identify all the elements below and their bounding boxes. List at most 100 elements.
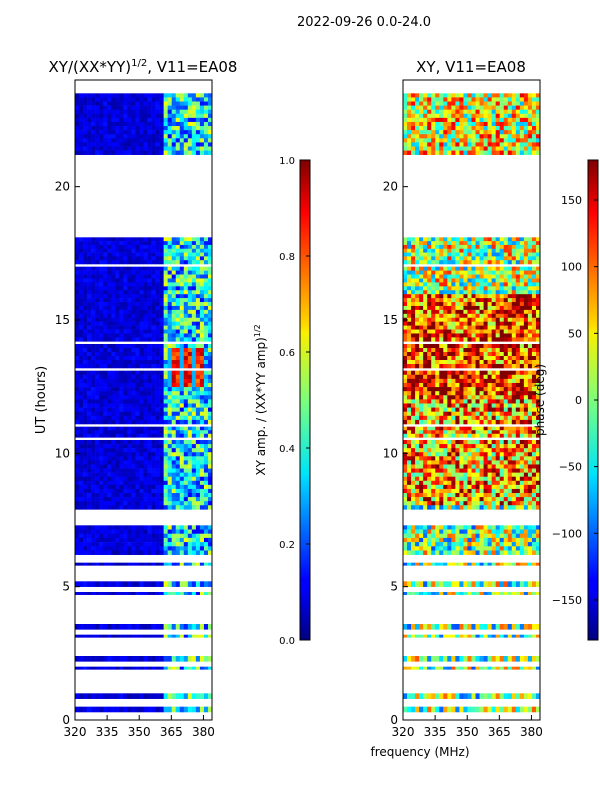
heatmap-cell [459,634,464,638]
heatmap-cell [87,426,92,431]
heatmap-cell [167,337,173,342]
heatmap-cell [95,426,100,431]
heatmap-cell [91,374,96,380]
heatmap-cell [187,537,193,543]
heatmap-cell [499,476,505,482]
heatmap-cell [507,488,513,494]
heatmap-cell [475,525,480,530]
heatmap-cell [183,321,189,326]
heatmap-cell [75,93,80,98]
heatmap-cell [447,407,452,412]
heatmap-cell [87,256,92,261]
heatmap-cell [91,278,96,283]
heatmap-cell [91,426,96,431]
heatmap-cell [91,364,96,369]
heatmap-cell [75,411,80,417]
heatmap-cell [167,266,173,271]
heatmap-cell [475,480,480,486]
heatmap-cell [523,456,529,461]
heatmap-cell [99,419,104,425]
heatmap-cell [415,411,420,417]
heatmap-cell [439,505,444,510]
heatmap-cell [527,370,533,376]
heatmap-cell [159,529,164,535]
heatmap-cell [131,488,136,494]
heatmap-cell [111,444,116,449]
heatmap-cell [423,484,428,490]
heatmap-cell [167,546,173,551]
heatmap-cell [183,493,189,498]
heatmap-cell [423,415,428,421]
heatmap-cell [447,480,452,486]
heatmap-cell [127,444,132,449]
heatmap-cell [203,624,209,630]
heatmap-cell [147,260,152,265]
heatmap-cell [183,260,189,265]
heatmap-cell [75,501,80,506]
heatmap-cell [103,456,108,461]
heatmap-cell [99,529,104,535]
heatmap-cell [431,407,436,412]
heatmap-cell [191,360,197,365]
heatmap-cell [167,282,173,287]
heatmap-cell [419,382,424,388]
heatmap-cell [455,464,460,469]
heatmap-cell [95,501,100,506]
heatmap-cell [111,415,116,421]
heatmap-cell [79,666,84,670]
heatmap-cell [443,525,448,530]
heatmap-cell [415,624,420,630]
heatmap-cell [143,634,148,638]
heatmap-cell [419,440,424,445]
heatmap-cell [199,146,205,151]
heatmap-cell [455,399,460,404]
heatmap-cell [499,581,505,587]
heatmap-cell [75,505,80,510]
heatmap-cell [463,387,468,392]
heatmap-cell [163,407,168,412]
heatmap-cell [143,256,148,261]
heatmap-cell [123,337,128,342]
heatmap-cell [187,282,193,287]
heatmap-cell [531,542,537,547]
heatmap-cell [179,241,185,246]
heatmap-cell [475,546,480,551]
heatmap-cell [139,448,144,453]
heatmap-cell [131,468,136,473]
heatmap-cell [419,452,424,457]
heatmap-cell [459,505,464,510]
heatmap-cell [107,126,112,131]
heatmap-cell [143,348,148,353]
heatmap-cell [179,142,185,147]
heatmap-cell [499,387,505,392]
heatmap-cell [111,134,116,139]
heatmap-cell [139,244,144,250]
heatmap-cell [511,378,517,384]
heatmap-cell [503,537,509,543]
heatmap-cell [95,309,100,315]
heatmap-cell [171,480,177,486]
heatmap-cell [83,592,88,595]
heatmap-cell [163,426,168,431]
heatmap-cell [171,656,177,662]
heatmap-cell [91,452,96,457]
amplitude-colorbar-gradient [299,159,311,641]
heatmap-cell [179,274,185,279]
heatmap-cell [127,298,132,303]
heatmap-cell [167,364,173,369]
heatmap-cell [403,399,408,404]
heatmap-cell [475,456,480,461]
heatmap-cell [111,382,116,388]
heatmap-cell [459,440,464,445]
heatmap-cell [187,505,193,510]
heatmap-cell [159,146,164,151]
heatmap-cell [139,666,144,670]
heatmap-cell [135,309,140,315]
heatmap-cell [415,476,420,482]
heatmap-cell [87,298,92,303]
heatmap-cell [519,525,525,530]
heatmap-cell [499,456,505,461]
heatmap-cell [143,480,148,486]
heatmap-cell [403,378,408,384]
heatmap-cell [131,525,136,530]
